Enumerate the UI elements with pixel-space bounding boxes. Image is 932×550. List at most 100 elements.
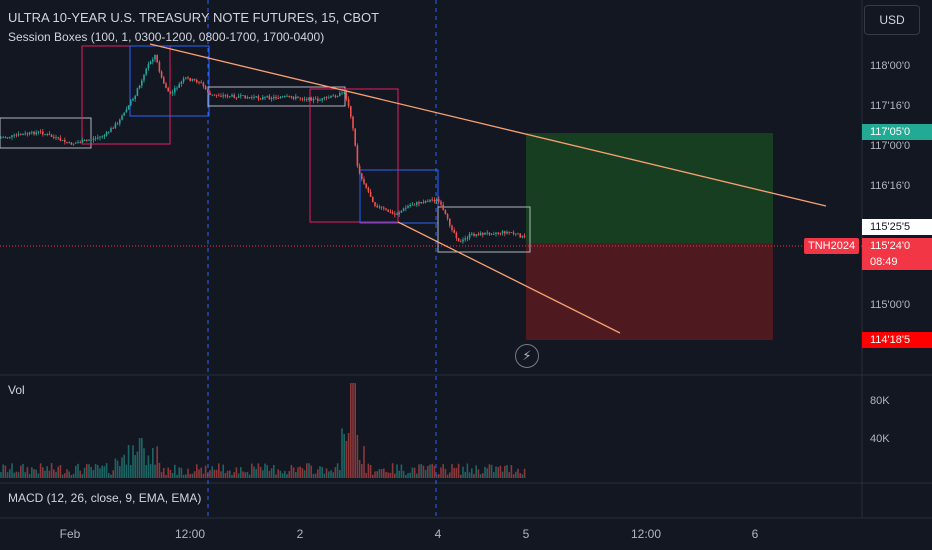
candle-body bbox=[308, 97, 310, 100]
candle-body bbox=[501, 231, 504, 234]
volume-bar bbox=[46, 466, 48, 478]
time-tick: 5 bbox=[522, 527, 530, 541]
volume-bar bbox=[440, 467, 442, 478]
volume-bar bbox=[270, 468, 273, 478]
volume-bar bbox=[125, 464, 128, 478]
volume-bar bbox=[394, 473, 396, 478]
volume-bar bbox=[215, 469, 218, 478]
lightning-icon[interactable]: ⚡ bbox=[515, 344, 539, 368]
candle-body bbox=[130, 100, 132, 106]
volume-bar bbox=[191, 473, 194, 478]
volume-bar bbox=[218, 463, 220, 478]
candle-body bbox=[77, 142, 79, 144]
volume-bar bbox=[460, 474, 462, 478]
candle-body bbox=[59, 137, 62, 141]
volume-bar bbox=[174, 464, 176, 478]
volume-bar bbox=[466, 463, 469, 478]
volume-bar bbox=[189, 474, 191, 478]
volume-bar bbox=[24, 472, 26, 478]
candle-body bbox=[9, 137, 11, 138]
price-tick: 117'16'0 bbox=[870, 100, 911, 112]
candle-body bbox=[310, 97, 312, 101]
candle-body bbox=[202, 82, 205, 87]
volume-bar bbox=[127, 444, 130, 478]
volume-bar bbox=[378, 469, 381, 478]
candle-body bbox=[376, 205, 378, 208]
macd-pane-label[interactable]: MACD (12, 26, close, 9, EMA, EMA) bbox=[8, 491, 202, 505]
volume-bar bbox=[312, 473, 315, 478]
time-tick: 4 bbox=[434, 527, 442, 541]
candle-body bbox=[409, 204, 411, 207]
volume-bar bbox=[268, 470, 271, 478]
volume-bar bbox=[55, 471, 57, 478]
candle-body bbox=[312, 98, 315, 101]
volume-bar bbox=[79, 470, 81, 478]
volume-bar bbox=[512, 474, 515, 478]
indicator-legend[interactable]: Session Boxes (100, 1, 0300-1200, 0800-1… bbox=[8, 30, 325, 44]
candle-body bbox=[17, 134, 20, 136]
volume-bar bbox=[226, 470, 229, 478]
candle-body bbox=[270, 98, 273, 100]
candle-body bbox=[24, 133, 26, 135]
candle-body bbox=[248, 97, 251, 99]
volume-bar bbox=[88, 464, 90, 478]
volume-bar bbox=[325, 468, 328, 478]
volume-bar bbox=[182, 474, 185, 478]
session-box bbox=[437, 206, 531, 253]
candle-body bbox=[343, 92, 345, 94]
candle-body bbox=[477, 234, 480, 236]
volume-bar bbox=[207, 473, 209, 478]
candle-body bbox=[110, 128, 112, 132]
candle-body bbox=[499, 232, 502, 234]
time-tick: 6 bbox=[751, 527, 759, 541]
candle-body bbox=[66, 142, 68, 143]
candle-body bbox=[28, 132, 31, 135]
volume-bar bbox=[15, 471, 18, 478]
price-tick: 115'00'0 bbox=[870, 299, 911, 311]
volume-bar bbox=[479, 474, 482, 478]
candle-body bbox=[97, 137, 99, 139]
candle-body bbox=[218, 95, 220, 97]
candle-body bbox=[495, 232, 497, 235]
volume-bar bbox=[332, 472, 334, 478]
volume-bar bbox=[163, 467, 165, 478]
price-tick: 116'16'0 bbox=[870, 180, 911, 192]
volume-bar bbox=[391, 463, 394, 478]
candle-body bbox=[200, 82, 202, 84]
candle-body bbox=[75, 142, 77, 144]
candle-body bbox=[13, 134, 15, 136]
volume-bar bbox=[506, 465, 508, 478]
volume-bar bbox=[26, 467, 29, 478]
candle-body bbox=[303, 99, 306, 101]
volume-bar bbox=[449, 472, 451, 478]
candle-body bbox=[255, 96, 257, 98]
candle-body bbox=[453, 230, 455, 233]
volume-bar bbox=[154, 464, 156, 478]
volume-bar bbox=[90, 466, 92, 478]
candle-body bbox=[237, 96, 240, 98]
candle-body bbox=[446, 214, 449, 219]
candle-body bbox=[259, 98, 262, 100]
volume-pane-label[interactable]: Vol bbox=[8, 383, 25, 397]
candle-body bbox=[273, 96, 275, 99]
volume-bar bbox=[453, 467, 455, 478]
volume-bar bbox=[455, 468, 458, 478]
currency-button[interactable]: USD bbox=[864, 5, 920, 35]
volume-bar bbox=[424, 469, 427, 478]
candle-body bbox=[112, 128, 114, 129]
volume-bar bbox=[446, 474, 449, 478]
volume-bar bbox=[416, 473, 418, 478]
candle-body bbox=[185, 77, 187, 79]
volume-bar bbox=[119, 466, 121, 478]
candle-body bbox=[295, 96, 297, 99]
candle-body bbox=[246, 97, 249, 99]
volume-bar bbox=[497, 467, 499, 478]
volume-bar bbox=[233, 472, 235, 478]
candle-body bbox=[193, 78, 196, 81]
candle-body bbox=[367, 187, 370, 192]
candle-body bbox=[79, 142, 81, 144]
candle-body bbox=[479, 232, 482, 236]
volume-bar bbox=[105, 463, 108, 478]
